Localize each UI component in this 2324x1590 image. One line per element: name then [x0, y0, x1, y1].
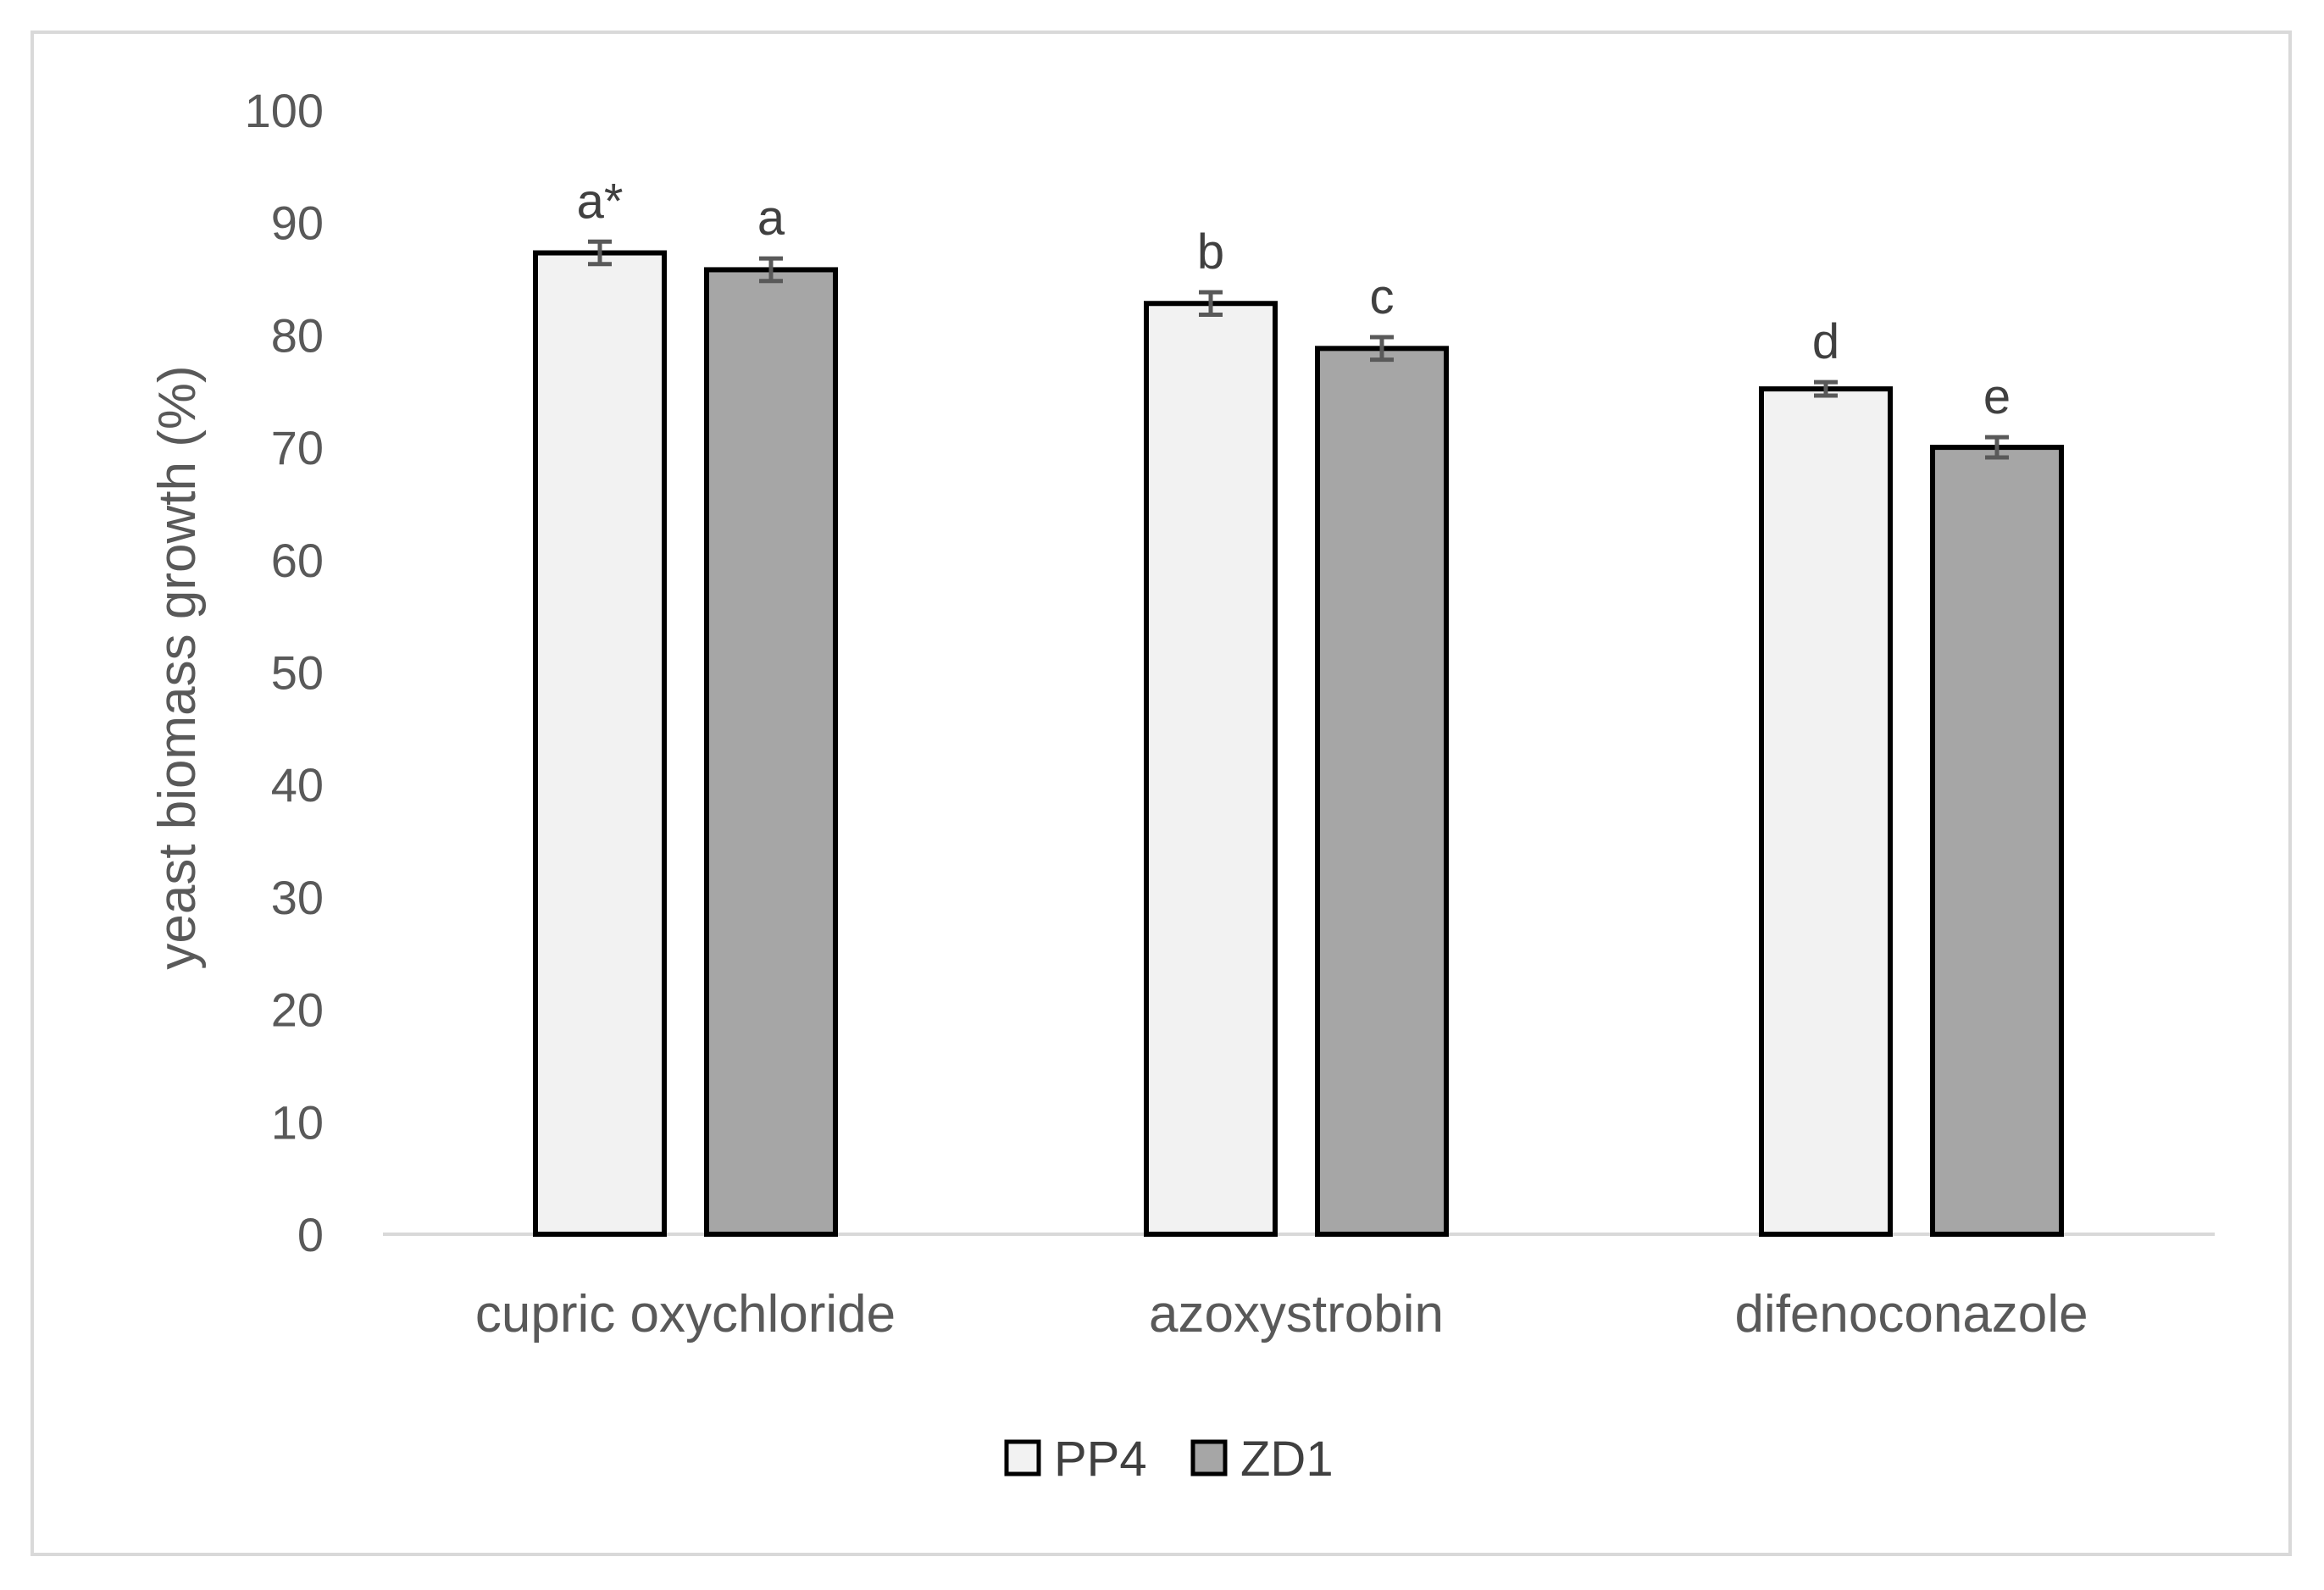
error-bar-zd1-2 [1985, 435, 2009, 460]
legend-label-pp4: PP4 [1054, 1432, 1147, 1487]
legend-swatch-zd1 [1190, 1439, 1228, 1476]
bar-annotation-zd1-1: c [1370, 269, 1395, 324]
y-axis-ticks: 0 10 20 30 40 50 60 70 80 90 100 [245, 84, 324, 1261]
y-tick-label-70: 70 [271, 421, 324, 474]
legend: PP4 ZD1 [1004, 1432, 1334, 1487]
y-tick-label-0: 0 [297, 1208, 324, 1261]
legend-swatch-pp4 [1004, 1439, 1041, 1476]
bar-pp4-1 [1144, 301, 1278, 1237]
bar-annotation-pp4-2: d [1812, 314, 1839, 369]
x-category-label-1: azoxystrobin [1149, 1285, 1444, 1343]
bar-zd1-2 [1930, 445, 2064, 1237]
x-axis-categories: cupric oxychloride azoxystrobin difenocona… [475, 1285, 2088, 1343]
y-tick-label-80: 80 [271, 308, 324, 362]
bar-zd1-1 [1315, 346, 1449, 1238]
y-tick-label-100: 100 [245, 84, 324, 137]
error-bar-pp4-2 [1814, 379, 1838, 398]
bar-annotation-pp4-1: b [1197, 224, 1224, 280]
bar-pp4-2 [1759, 386, 1893, 1237]
x-category-label-2: difenoconazole [1734, 1285, 2088, 1343]
y-tick-label-20: 20 [271, 983, 324, 1037]
error-bar-pp4-1 [1199, 290, 1223, 318]
error-bar-zd1-1 [1370, 335, 1394, 363]
y-tick-label-40: 40 [271, 758, 324, 812]
y-tick-label-60: 60 [271, 534, 324, 587]
bar-pp4-0 [533, 250, 667, 1237]
bars: a* a b c d e [533, 174, 2064, 1238]
y-axis-title: yeast biomass growth (%) [148, 365, 207, 969]
y-tick-label-90: 90 [271, 197, 324, 250]
error-bar-zd1-0 [759, 256, 783, 284]
legend-label-zd1: ZD1 [1240, 1432, 1334, 1487]
bar-annotation-zd1-2: e [1983, 369, 2011, 424]
x-category-label-0: cupric oxychloride [475, 1285, 896, 1343]
y-tick-label-10: 10 [271, 1095, 324, 1149]
y-tick-label-50: 50 [271, 646, 324, 700]
y-tick-label-30: 30 [271, 871, 324, 924]
bar-zd1-0 [704, 267, 838, 1238]
bar-annotation-pp4-0: a* [577, 174, 624, 229]
error-bar-pp4-0 [588, 239, 612, 267]
bar-annotation-zd1-0: a [757, 191, 785, 246]
